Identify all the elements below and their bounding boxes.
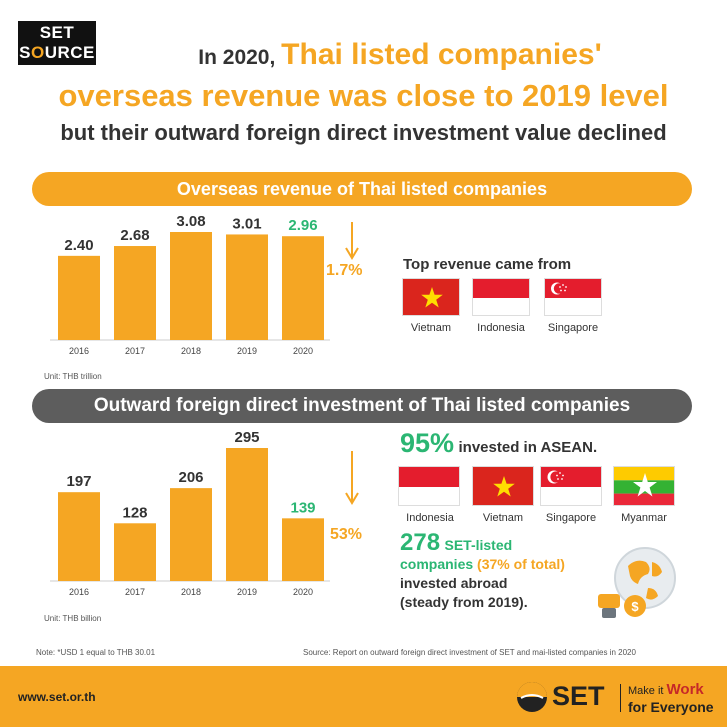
data-label: 128 [122, 504, 147, 521]
flag-label: Singapore [545, 512, 597, 524]
bar [226, 234, 268, 340]
x-tick-label: 2019 [237, 346, 257, 356]
set-logo-icon [517, 682, 547, 712]
x-tick-label: 2017 [125, 587, 145, 597]
footnote: Note: *USD 1 equal to THB 30.01 [36, 648, 156, 657]
data-label: 206 [178, 469, 203, 486]
data-label: 3.08 [176, 213, 205, 230]
footer-bar [0, 666, 727, 727]
indonesia-flag-icon [472, 278, 530, 316]
footer-divider [620, 684, 621, 712]
bar [114, 523, 156, 581]
asean-stat: 95% invested in ASEAN. [400, 428, 598, 458]
vietnam-flag-icon [472, 466, 534, 506]
singapore-flag-icon [544, 278, 602, 316]
x-tick-label: 2018 [181, 346, 201, 356]
flag-label: Indonesia [477, 322, 525, 334]
revenue-banner: Overseas revenue of Thai listed companie… [32, 172, 692, 206]
down-arrow-icon [345, 451, 359, 505]
revenue-chart: 2.40 2016 2.68 2017 3.08 2018 3.01 2019 2.96 2020 [50, 213, 330, 356]
bar [282, 518, 324, 581]
x-tick-label: 2016 [69, 587, 89, 597]
flag-label: Indonesia [406, 512, 454, 524]
x-tick-label: 2018 [181, 587, 201, 597]
bar [226, 448, 268, 581]
down-arrow-icon [345, 222, 359, 260]
fdi-banner: Outward foreign direct investment of Tha… [32, 389, 692, 423]
x-tick-label: 2020 [293, 346, 313, 356]
globe-money-icon: $ [598, 547, 676, 618]
flag-label: Myanmar [621, 512, 667, 524]
set-source-logo: SET SOURCE [18, 21, 96, 65]
title-line1: In 2020, Thai listed companies' [198, 38, 602, 71]
source-note: Source: Report on outward foreign direct… [303, 648, 636, 657]
bar [170, 232, 212, 340]
fdi-unit: Unit: THB billion [44, 614, 102, 623]
bar [58, 255, 100, 340]
data-label: 295 [234, 429, 259, 446]
logo-line1: SET [39, 23, 75, 42]
slogan: Make it Work for Everyone [628, 681, 714, 716]
bar [58, 492, 100, 581]
x-tick-label: 2016 [69, 346, 89, 356]
logo-line2: SOURCE [19, 43, 95, 62]
revenue-change: 1.7% [326, 262, 363, 279]
top-revenue-label: Top revenue came from [403, 256, 572, 273]
title-line3: but their outward foreign direct investm… [60, 120, 667, 145]
x-tick-label: 2017 [125, 346, 145, 356]
x-tick-label: 2019 [237, 587, 257, 597]
flag-label: Singapore [547, 322, 599, 334]
vietnam-flag-icon [402, 278, 460, 316]
flag-label: Vietnam [410, 322, 452, 334]
website-link[interactable]: www.set.or.th [18, 690, 96, 704]
fdi-chart: 197 2016 128 2017 206 2018 295 2019 139 2020 [50, 429, 330, 597]
flag-label: Vietnam [482, 512, 524, 524]
indonesia-flag-icon [398, 466, 460, 506]
companies-stat: 278 SET-listed companies (37% of total) … [400, 529, 565, 611]
bar [282, 236, 324, 340]
data-label: 3.01 [232, 215, 261, 232]
data-label: 2.40 [64, 237, 93, 254]
data-label: 2.68 [120, 227, 149, 244]
fdi-change: 53% [330, 526, 363, 543]
myanmar-flag-icon [613, 466, 675, 506]
revenue-unit: Unit: THB trillion [44, 372, 102, 381]
data-label: 139 [290, 499, 315, 516]
title-line2: overseas revenue was close to 2019 level [58, 78, 669, 113]
data-label: 2.96 [288, 217, 317, 234]
singapore-flag-icon [540, 466, 602, 506]
bar [170, 488, 212, 581]
x-tick-label: 2020 [293, 587, 313, 597]
bar [114, 246, 156, 340]
svg-text:$: $ [631, 599, 639, 614]
set-brand: SET [552, 681, 605, 711]
data-label: 197 [66, 473, 91, 490]
